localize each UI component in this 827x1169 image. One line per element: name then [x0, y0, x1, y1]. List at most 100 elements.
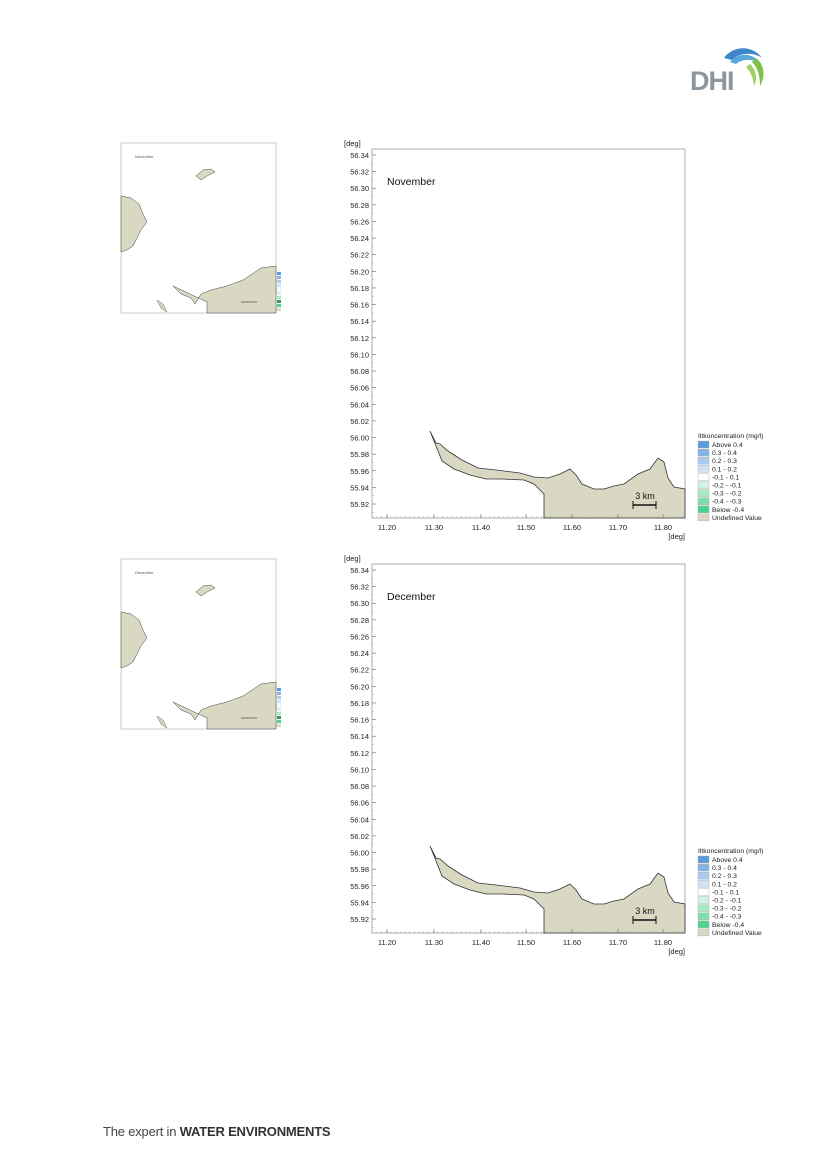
- legend-swatch: [697, 872, 710, 880]
- y-tick-label: 56.32: [350, 583, 369, 592]
- x-tick-label: 11.40: [472, 938, 490, 947]
- y-tick-label: 56.24: [350, 234, 369, 243]
- legend-swatch: [697, 457, 710, 465]
- x-tick-label: 11.70: [609, 523, 627, 532]
- y-unit-label: [deg]: [344, 554, 361, 563]
- y-tick-label: 56.26: [350, 632, 369, 641]
- legend-swatch: [697, 904, 710, 912]
- y-tick-label: 56.08: [350, 367, 369, 376]
- y-tick-label: 56.22: [350, 251, 369, 260]
- y-tick-label: 56.16: [350, 716, 369, 725]
- x-tick-label: 11.20: [378, 523, 396, 532]
- logo-text: DHI: [690, 66, 734, 96]
- y-tick-label: 56.30: [350, 599, 369, 608]
- small-month-label: December: [135, 570, 154, 575]
- legend-label: 0.3 - 0.4: [712, 450, 737, 457]
- small-month-label: November: [135, 154, 154, 159]
- land-area: [429, 845, 686, 934]
- legend-swatch: [697, 505, 710, 513]
- legend-swatch: [697, 497, 710, 505]
- x-tick-label: 11.30: [425, 523, 443, 532]
- y-tick-label: 55.94: [350, 898, 369, 907]
- footer-prefix: The expert in: [103, 1124, 180, 1139]
- y-tick-label: 55.96: [350, 882, 369, 891]
- plot-frame: [371, 148, 686, 519]
- y-tick-label: 56.18: [350, 284, 369, 293]
- legend-label: Above 0.4: [712, 857, 743, 864]
- legend-label: 0.2 - 0.3: [712, 458, 737, 465]
- legend-swatch: [697, 481, 710, 489]
- legend-swatch: [697, 489, 710, 497]
- y-tick-label: 56.30: [350, 184, 369, 193]
- legend-swatch: [697, 448, 710, 457]
- x-tick-label: 11.70: [609, 938, 627, 947]
- legend-label: -0.3 - -0.2: [712, 906, 742, 913]
- legend-swatch: [697, 928, 710, 937]
- plot-frame: [371, 563, 686, 934]
- y-tick-label: 56.06: [350, 384, 369, 393]
- y-tick-label: 56.18: [350, 699, 369, 708]
- x-tick-label: 11.80: [654, 523, 672, 532]
- x-tick-label: 11.60: [563, 938, 581, 947]
- x-unit-label: [deg]: [668, 532, 685, 541]
- x-tick-label: 11.40: [472, 523, 490, 532]
- legend-label: 0.1 - 0.2: [712, 881, 737, 888]
- map-figure-november: 56.34 56.32 56.30 56.28 56.26 56.24 56.22 56.20…: [338, 138, 778, 543]
- legend-label: -0.1 - 0.1: [712, 474, 739, 481]
- y-tick-label: 56.14: [350, 317, 369, 326]
- y-tick-label: 55.98: [350, 450, 369, 459]
- y-tick-label: 56.04: [350, 815, 369, 824]
- y-tick-label: 56.20: [350, 267, 369, 276]
- legend-label: Undefined Value: [712, 930, 762, 937]
- y-tick-label: 56.26: [350, 217, 369, 226]
- map-figure-december: 56.34 56.32 56.30 56.28 56.26 56.24 56.22 56.20…: [338, 553, 778, 958]
- month-label: November: [387, 176, 436, 188]
- footer-bold: WATER ENVIRONMENTS: [179, 1124, 331, 1139]
- legend-label: -0.2 - -0.1: [712, 483, 742, 490]
- footer-tagline: The expert in WATER ENVIRONMENTS: [103, 1124, 331, 1139]
- small-legend: [276, 272, 282, 311]
- y-tick-label: 56.08: [350, 782, 369, 791]
- legend-label: Undefined Value: [712, 515, 762, 522]
- legend-swatch: [697, 513, 710, 522]
- y-tick-label: 56.12: [350, 749, 369, 758]
- y-tick-label: 55.98: [350, 865, 369, 874]
- y-tick-label: 56.10: [350, 765, 369, 774]
- y-tick-label: 56.06: [350, 799, 369, 808]
- legend-label: Below -0.4: [712, 507, 744, 514]
- legend-swatch: [697, 863, 710, 872]
- legend-swatch: [697, 888, 710, 896]
- legend-label: -0.1 - 0.1: [712, 889, 739, 896]
- small-map-november: November: [111, 134, 311, 344]
- legend-swatch: [697, 896, 710, 904]
- legend-label: -0.4 - -0.3: [712, 914, 742, 921]
- small-map-december: December: [111, 550, 311, 760]
- y-tick-label: 55.92: [350, 500, 369, 509]
- y-tick-label: 56.04: [350, 400, 369, 409]
- legend-label: 0.3 - 0.4: [712, 865, 737, 872]
- x-tick-label: 11.50: [517, 523, 535, 532]
- y-unit-label: [deg]: [344, 139, 361, 148]
- legend-title: Iltkoncentration (mg/l): [698, 848, 763, 855]
- y-tick-label: 56.12: [350, 334, 369, 343]
- land-area: [429, 430, 686, 519]
- y-tick-label: 56.28: [350, 616, 369, 625]
- legend-swatch: [697, 473, 710, 481]
- y-tick-label: 56.20: [350, 682, 369, 691]
- legend-swatch: [697, 880, 710, 888]
- legend-label: -0.3 - -0.2: [712, 491, 742, 498]
- y-tick-label: 55.96: [350, 467, 369, 476]
- y-tick-label: 56.02: [350, 417, 369, 426]
- legend-label: Above 0.4: [712, 442, 743, 449]
- y-tick-label: 56.22: [350, 666, 369, 675]
- x-tick-label: 11.60: [563, 523, 581, 532]
- x-tick-label: 11.80: [654, 938, 672, 947]
- dhi-wave-icon: [724, 48, 764, 86]
- month-label: December: [387, 591, 436, 603]
- x-tick-label: 11.20: [378, 938, 396, 947]
- y-tick-label: 56.10: [350, 350, 369, 359]
- y-tick-label: 56.00: [350, 849, 369, 858]
- legend-swatch: [697, 920, 710, 928]
- legend-label: 0.1 - 0.2: [712, 466, 737, 473]
- dhi-logo: [690, 44, 770, 94]
